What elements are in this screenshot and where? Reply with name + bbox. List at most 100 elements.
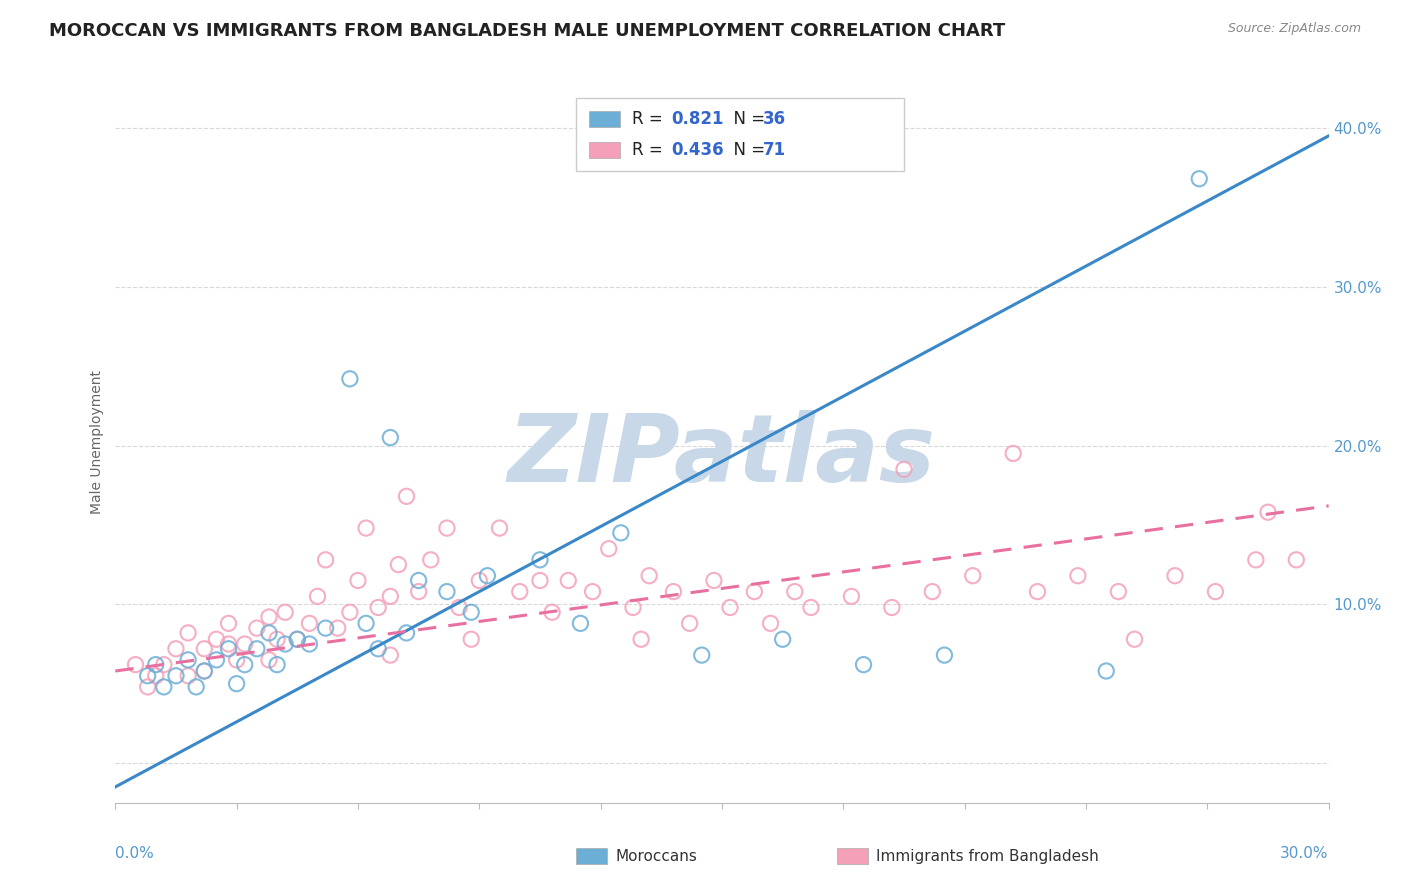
Point [233, 657, 256, 672]
Point [852, 657, 875, 672]
Point [460, 632, 482, 647]
Point [218, 616, 240, 631]
Point [621, 600, 644, 615]
Point [678, 616, 700, 631]
Point [257, 626, 280, 640]
Point [205, 632, 228, 647]
Point [1164, 568, 1187, 582]
Y-axis label: Male Unemployment: Male Unemployment [90, 369, 104, 514]
Point [703, 574, 725, 588]
Point [488, 521, 510, 535]
Point [529, 553, 551, 567]
Point [477, 568, 499, 582]
Point [177, 626, 200, 640]
Point [218, 637, 240, 651]
Point [1204, 584, 1226, 599]
Point [124, 657, 146, 672]
Point [1257, 505, 1279, 519]
Point [449, 600, 471, 615]
Point [225, 676, 247, 690]
Point [380, 431, 402, 445]
Point [257, 653, 280, 667]
Point [718, 600, 741, 615]
Point [509, 584, 531, 599]
Text: 30.0%: 30.0% [1281, 846, 1329, 861]
Point [354, 616, 377, 631]
Point [893, 462, 915, 476]
Point [460, 605, 482, 619]
Point [285, 632, 308, 647]
Point [315, 553, 337, 567]
Point [408, 584, 430, 599]
Point [962, 568, 984, 582]
Point [541, 605, 564, 619]
Point [598, 541, 620, 556]
Point [177, 653, 200, 667]
Point [610, 525, 633, 540]
Point [662, 584, 685, 599]
Text: MOROCCAN VS IMMIGRANTS FROM BANGLADESH MALE UNEMPLOYMENT CORRELATION CHART: MOROCCAN VS IMMIGRANTS FROM BANGLADESH M… [49, 22, 1005, 40]
Point [354, 521, 377, 535]
Text: N =: N = [723, 110, 770, 128]
Point [136, 680, 159, 694]
Point [783, 584, 806, 599]
Point [581, 584, 603, 599]
Point [193, 641, 215, 656]
Point [1188, 171, 1211, 186]
Point [339, 605, 361, 619]
Point [298, 637, 321, 651]
Point [153, 680, 176, 694]
Point [772, 632, 794, 647]
Point [218, 641, 240, 656]
Point [145, 657, 167, 672]
Point [468, 574, 491, 588]
Text: 0.436: 0.436 [671, 141, 724, 160]
Point [1067, 568, 1090, 582]
Point [387, 558, 409, 572]
Point [408, 574, 430, 588]
Point [205, 653, 228, 667]
Text: 0.821: 0.821 [671, 110, 724, 128]
Point [1285, 553, 1308, 567]
Text: 36: 36 [762, 110, 786, 128]
Point [145, 669, 167, 683]
Point [177, 669, 200, 683]
Point [266, 632, 288, 647]
Text: Source: ZipAtlas.com: Source: ZipAtlas.com [1227, 22, 1361, 36]
Text: Immigrants from Bangladesh: Immigrants from Bangladesh [876, 849, 1098, 863]
Point [759, 616, 782, 631]
Text: R =: R = [631, 141, 668, 160]
Point [165, 669, 187, 683]
Text: ZIPatlas: ZIPatlas [508, 410, 936, 502]
Point [266, 657, 288, 672]
Point [569, 616, 592, 631]
Point [395, 626, 418, 640]
Point [326, 621, 349, 635]
Point [1095, 664, 1118, 678]
Point [246, 641, 269, 656]
Point [257, 610, 280, 624]
Point [285, 632, 308, 647]
Point [1026, 584, 1049, 599]
Point [307, 590, 329, 604]
Text: R =: R = [631, 110, 668, 128]
Point [347, 574, 370, 588]
Point [274, 637, 297, 651]
Point [690, 648, 713, 662]
Point [186, 680, 208, 694]
Point [380, 648, 402, 662]
Point [233, 637, 256, 651]
Point [419, 553, 441, 567]
Text: 0.0%: 0.0% [115, 846, 155, 861]
Point [274, 605, 297, 619]
Point [246, 621, 269, 635]
Point [841, 590, 863, 604]
Point [153, 657, 176, 672]
Point [630, 632, 652, 647]
Point [1123, 632, 1146, 647]
Point [436, 521, 458, 535]
Text: Moroccans: Moroccans [616, 849, 697, 863]
Point [800, 600, 823, 615]
Point [193, 664, 215, 678]
Point [1244, 553, 1267, 567]
